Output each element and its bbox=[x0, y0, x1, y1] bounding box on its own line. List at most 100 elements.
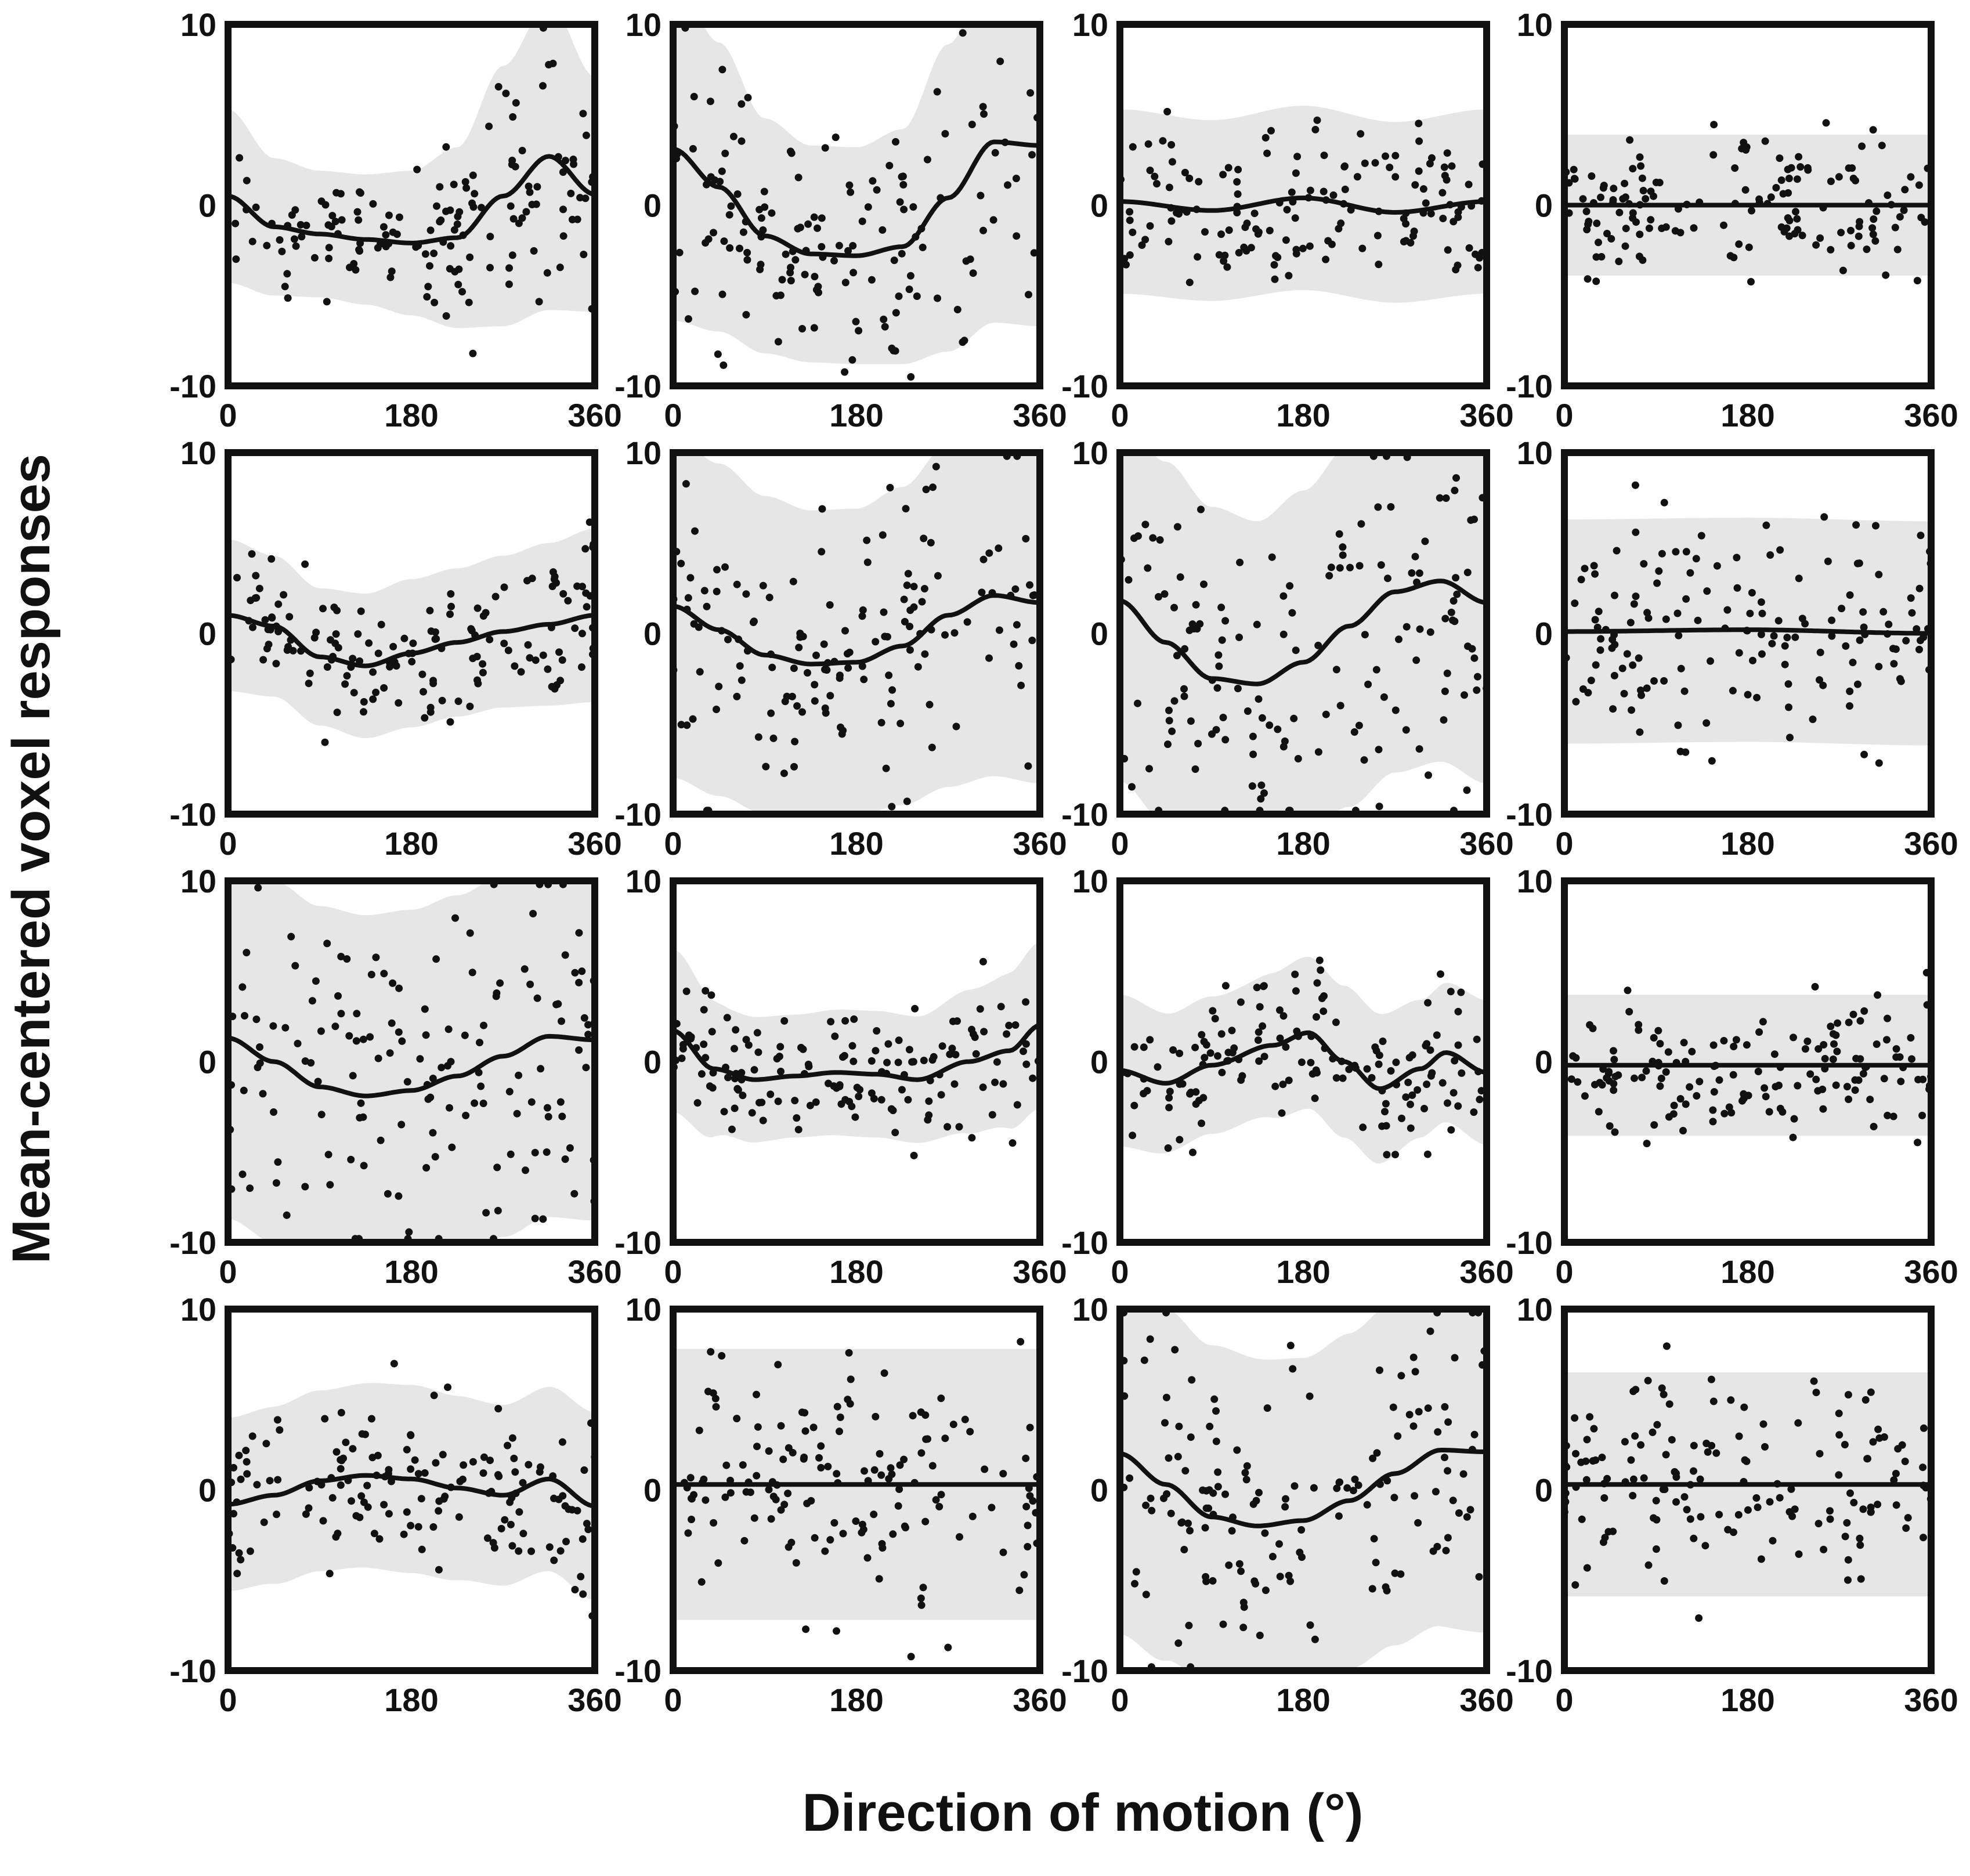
data-point bbox=[1189, 1148, 1197, 1156]
data-point bbox=[561, 1155, 569, 1163]
data-point bbox=[360, 708, 367, 716]
data-point bbox=[1409, 1422, 1418, 1430]
y-tick-label: -10 bbox=[615, 796, 662, 833]
data-point bbox=[573, 1506, 581, 1514]
data-point bbox=[556, 1547, 565, 1555]
data-point bbox=[1442, 1546, 1450, 1555]
data-point bbox=[1869, 126, 1877, 134]
data-point bbox=[1288, 188, 1296, 196]
data-point bbox=[1654, 1026, 1662, 1035]
x-tick-label: 0 bbox=[664, 1253, 682, 1290]
data-point bbox=[1785, 703, 1792, 711]
y-tick-label: -10 bbox=[169, 796, 216, 833]
data-point bbox=[1650, 1034, 1658, 1042]
data-point bbox=[389, 642, 397, 650]
data-point bbox=[1843, 1519, 1851, 1527]
y-tick-label: -10 bbox=[1061, 796, 1108, 833]
data-point bbox=[1156, 536, 1164, 544]
data-point bbox=[1707, 657, 1714, 665]
data-point bbox=[1174, 1452, 1182, 1461]
data-point bbox=[283, 270, 291, 278]
data-point bbox=[1650, 192, 1657, 200]
data-point bbox=[949, 1420, 957, 1429]
x-tick-label: 0 bbox=[1111, 825, 1129, 862]
data-point bbox=[944, 1123, 952, 1131]
data-point bbox=[1454, 213, 1462, 221]
data-point bbox=[1024, 1543, 1032, 1550]
data-point bbox=[934, 294, 941, 302]
data-point bbox=[515, 1508, 523, 1516]
data-point bbox=[1402, 1093, 1410, 1101]
data-point bbox=[979, 103, 987, 111]
data-point bbox=[358, 1430, 366, 1438]
data-point bbox=[1581, 565, 1589, 573]
data-point bbox=[1637, 1441, 1645, 1449]
data-point bbox=[1652, 1545, 1660, 1553]
confidence-band bbox=[1120, 106, 1487, 303]
data-point bbox=[881, 323, 889, 331]
data-point bbox=[1381, 1108, 1389, 1116]
data-point bbox=[1029, 1074, 1037, 1082]
data-point bbox=[1846, 702, 1853, 710]
data-point bbox=[1839, 266, 1847, 274]
data-point bbox=[806, 1101, 814, 1109]
data-point bbox=[759, 1116, 767, 1125]
data-point bbox=[1286, 582, 1294, 590]
data-point bbox=[328, 212, 337, 220]
fit-curve bbox=[1120, 1030, 1487, 1091]
data-point bbox=[1383, 1586, 1391, 1595]
data-point bbox=[1276, 1573, 1284, 1581]
data-point bbox=[978, 588, 986, 597]
data-point bbox=[555, 648, 563, 656]
data-point bbox=[1447, 1126, 1455, 1134]
data-point bbox=[301, 1057, 309, 1065]
data-point bbox=[1447, 608, 1455, 616]
data-point bbox=[950, 1080, 959, 1088]
data-point bbox=[1784, 680, 1792, 688]
data-point bbox=[733, 190, 742, 198]
data-point bbox=[1665, 1400, 1673, 1408]
data-point bbox=[1642, 1067, 1650, 1075]
data-point bbox=[559, 590, 567, 598]
data-point bbox=[509, 113, 517, 121]
data-point bbox=[246, 1547, 254, 1555]
data-point bbox=[1892, 1501, 1900, 1509]
data-point bbox=[787, 1538, 796, 1546]
data-point bbox=[1248, 782, 1256, 790]
data-point bbox=[750, 617, 758, 626]
data-point bbox=[706, 1082, 714, 1090]
data-point bbox=[366, 1033, 374, 1041]
data-point bbox=[1803, 1038, 1812, 1045]
data-point bbox=[1644, 1376, 1652, 1385]
data-point bbox=[529, 910, 537, 917]
data-point bbox=[1187, 717, 1195, 725]
data-point bbox=[533, 183, 541, 191]
data-point bbox=[438, 696, 446, 704]
data-point bbox=[274, 1476, 282, 1484]
data-point bbox=[531, 1148, 539, 1156]
data-point bbox=[1720, 221, 1727, 229]
data-point bbox=[1828, 632, 1836, 640]
data-point bbox=[858, 612, 866, 620]
data-point bbox=[1735, 1432, 1743, 1440]
data-point bbox=[1852, 176, 1859, 185]
data-point bbox=[1454, 1041, 1462, 1049]
data-point bbox=[855, 327, 863, 335]
data-point bbox=[1174, 1639, 1183, 1647]
fit-curve bbox=[673, 593, 1040, 667]
data-point bbox=[390, 1360, 398, 1368]
data-point bbox=[1898, 1441, 1906, 1449]
x-tick-label: 0 bbox=[219, 1682, 237, 1718]
data-point bbox=[1395, 635, 1403, 644]
data-point bbox=[941, 130, 949, 138]
data-point bbox=[1126, 216, 1134, 225]
data-point bbox=[910, 583, 918, 591]
data-point bbox=[1291, 214, 1299, 222]
data-point bbox=[999, 1080, 1007, 1088]
data-point bbox=[1915, 181, 1923, 189]
data-point bbox=[1624, 986, 1632, 995]
data-point bbox=[1806, 1070, 1814, 1078]
y-tick-label: -10 bbox=[1061, 1653, 1108, 1689]
data-point bbox=[825, 1079, 832, 1087]
data-point bbox=[1415, 1408, 1423, 1416]
